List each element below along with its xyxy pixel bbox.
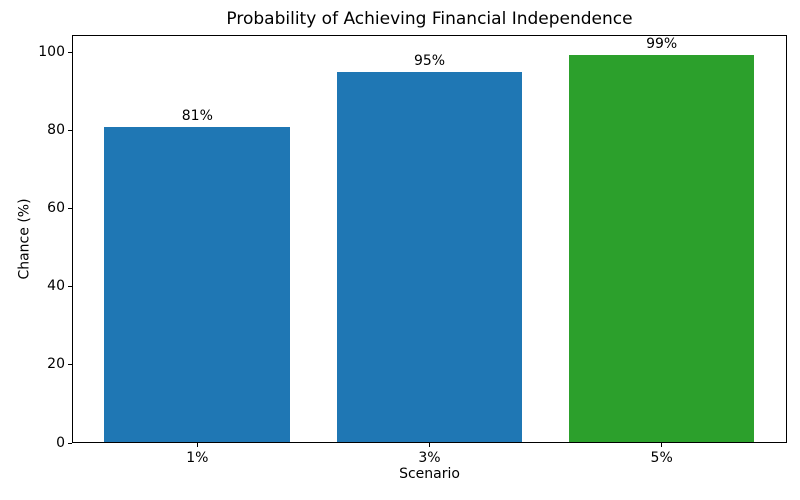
y-tick-mark xyxy=(68,442,72,444)
y-tick-label: 40 xyxy=(47,278,65,295)
y-tick-label: 60 xyxy=(47,200,65,217)
y-tick-mark xyxy=(68,130,72,132)
y-tick-mark xyxy=(68,52,72,54)
x-axis-label: Scenario xyxy=(399,466,460,482)
x-tick-mark xyxy=(661,443,663,447)
y-tick-label: 80 xyxy=(47,122,65,139)
bar-value-label: 99% xyxy=(646,35,678,52)
bar-5% xyxy=(568,54,755,442)
y-tick-label: 100 xyxy=(38,44,65,61)
y-tick-mark xyxy=(68,208,72,210)
x-tick-mark xyxy=(429,443,430,447)
bar-3% xyxy=(336,72,523,442)
bar-value-label: 81% xyxy=(181,107,213,124)
y-tick-label: 0 xyxy=(56,434,65,451)
bar-value-label: 95% xyxy=(413,53,446,70)
chart-title: Probability of Achieving Financial Indep… xyxy=(226,9,633,29)
bar-1% xyxy=(104,126,291,442)
x-tick-label: 5% xyxy=(650,450,673,466)
x-tick-mark xyxy=(196,443,198,447)
y-tick-mark xyxy=(68,286,72,288)
y-tick-mark xyxy=(68,364,72,366)
x-tick-label: 3% xyxy=(418,450,441,466)
x-tick-label: 1% xyxy=(186,450,209,466)
y-tick-label: 20 xyxy=(47,356,65,373)
